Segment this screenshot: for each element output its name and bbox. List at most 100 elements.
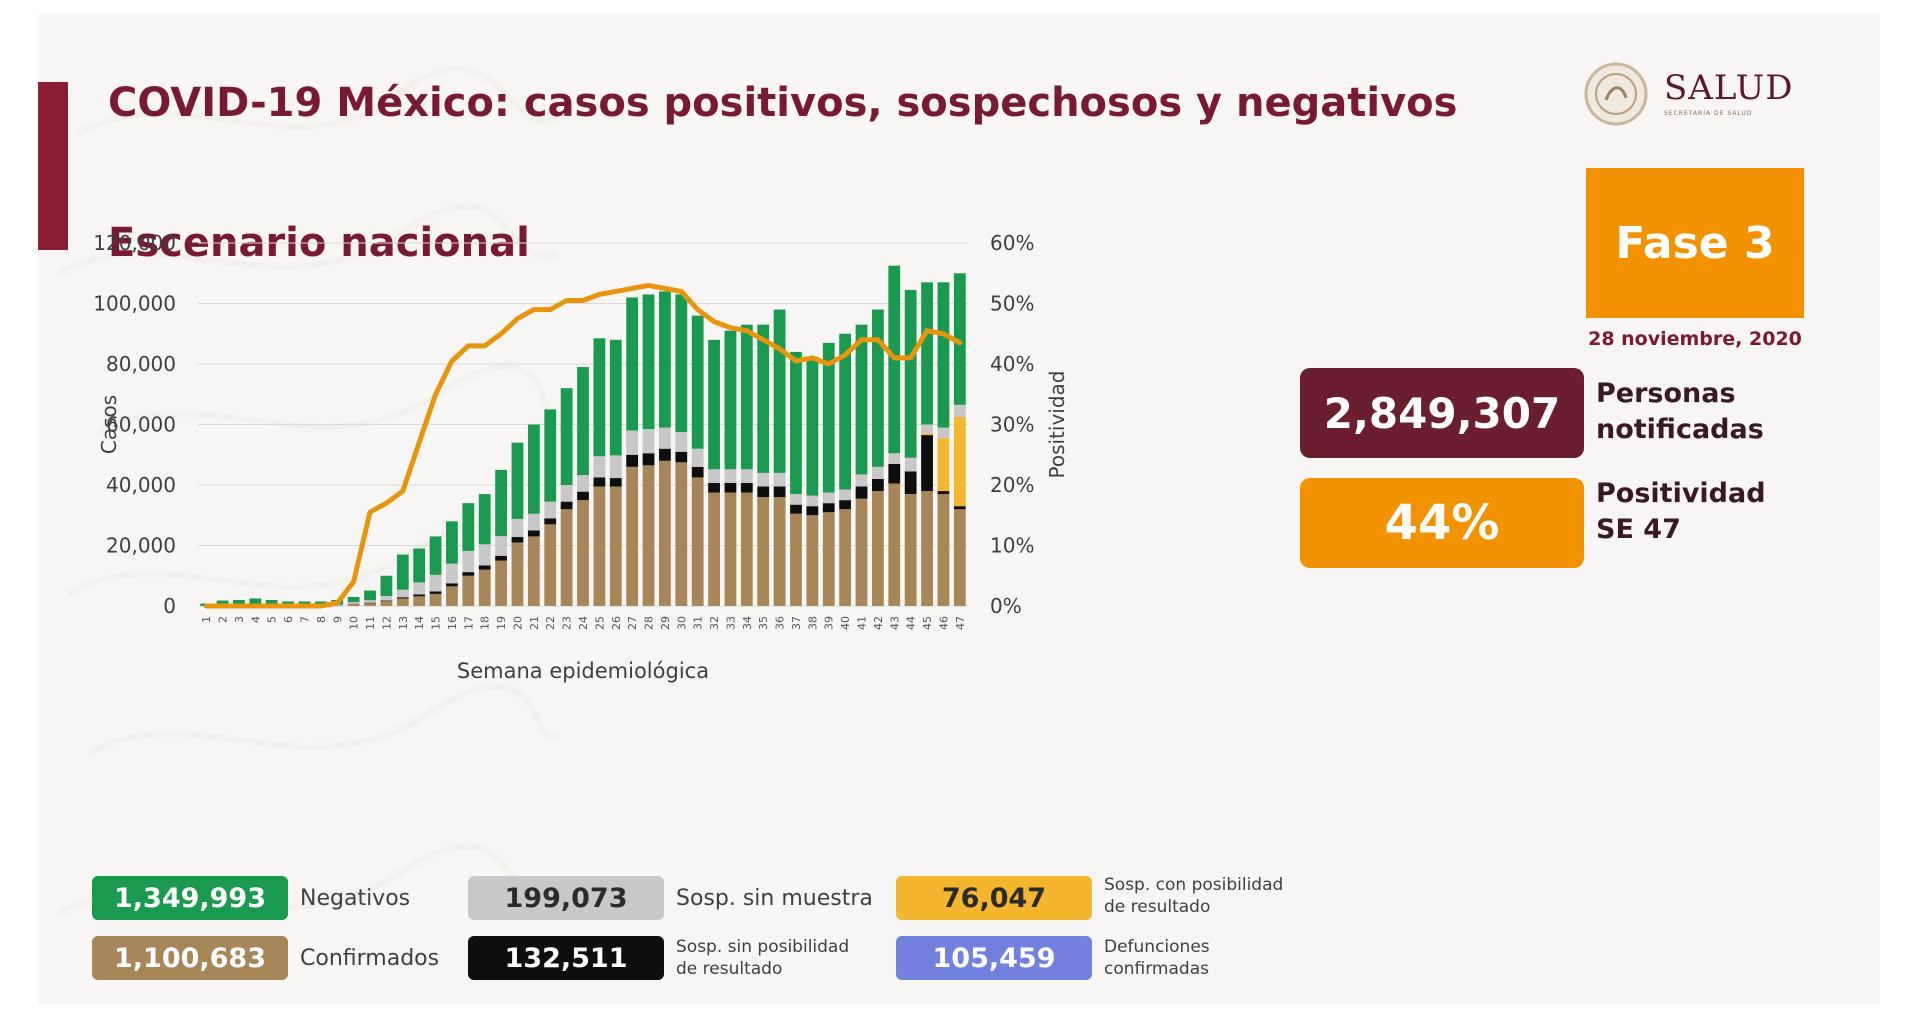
bar-negativos — [396, 554, 409, 590]
x-tick-label: 34 — [741, 616, 754, 630]
bar-negativos — [724, 330, 737, 470]
legend-sosp-con-posibilidad-line-1: Sosp. con posibilidad — [1104, 875, 1284, 895]
bar-sosp-sin-muestra — [593, 456, 606, 478]
bar-confirmados — [380, 601, 393, 606]
bar-sosp-sin-muestra — [544, 501, 557, 519]
x-tick-label: 37 — [790, 616, 803, 630]
x-tick-label: 43 — [888, 616, 901, 630]
bar-sosp-sin-muestra — [921, 424, 933, 434]
bar-confirmados — [626, 466, 639, 606]
bar-sosp-sin-muestra — [871, 466, 884, 479]
bar-sosp-sin-posibilidad-de-resultado — [937, 491, 950, 495]
bar-sosp-sin-muestra — [609, 455, 622, 479]
bar-sosp-sin-posibilidad-de-resultado — [790, 504, 802, 514]
bar-negativos — [462, 503, 475, 551]
bar-confirmados — [609, 486, 622, 606]
bar-negativos — [593, 338, 606, 457]
bar-sosp-con-posibilidad-de-resultado — [921, 433, 933, 436]
bar-sosp-sin-muestra — [757, 472, 770, 487]
bar-sosp-sin-posibilidad-de-resultado — [757, 486, 770, 498]
legend-negativos-label: Negativos — [300, 886, 411, 911]
bar-sosp-sin-muestra — [691, 448, 704, 467]
bar-sosp-sin-muestra — [724, 469, 737, 483]
x-tick-label: 40 — [839, 616, 852, 630]
legend-sosp-sin-posibilidad-line-1: Sosp. sin posibilidad — [676, 937, 850, 957]
legend-sosp-con-posibilidad-label: Sosp. con posibilidad de resultado — [1104, 874, 1283, 918]
bar-sosp-sin-muestra — [675, 432, 688, 452]
bar-negativos — [544, 409, 557, 502]
positivity-label-line-2: SE 47 — [1596, 514, 1681, 545]
bar-sosp-sin-muestra — [396, 589, 409, 598]
bar-confirmados — [446, 586, 458, 606]
bar-negativos — [642, 294, 655, 430]
bar-sosp-sin-posibilidad-de-resultado — [871, 478, 884, 492]
y2-axis-title: Positividad — [1045, 371, 1069, 479]
legend-sosp-sin-posibilidad-label: Sosp. sin posibilidad de resultado — [676, 936, 849, 980]
bar-sosp-sin-muestra — [429, 574, 442, 592]
bar-negativos — [937, 282, 950, 428]
bar-sosp-sin-posibilidad-de-resultado — [544, 518, 557, 525]
bar-sosp-sin-muestra — [953, 404, 966, 417]
bar-sosp-sin-posibilidad-de-resultado — [839, 500, 852, 510]
legend-sosp-sin-posibilidad-value: 132,511 — [468, 936, 664, 980]
bar-confirmados — [495, 560, 507, 606]
legend-sosp-sin-posibilidad-line-2: de resultado — [676, 959, 783, 979]
x-tick-label: 11 — [364, 616, 377, 630]
bar-confirmados — [790, 513, 802, 606]
bar-sosp-sin-muestra — [708, 469, 720, 483]
bar-sosp-sin-posibilidad-de-resultado — [511, 537, 524, 543]
bar-sosp-sin-muestra — [364, 600, 376, 603]
bar-confirmados — [478, 569, 491, 606]
bar-negativos — [478, 494, 491, 545]
bar-sosp-sin-posibilidad-de-resultado — [462, 572, 475, 576]
bar-negativos — [757, 324, 770, 473]
y-tick-label: 40,000 — [106, 473, 176, 497]
y2-tick-label: 0% — [990, 594, 1022, 618]
bar-sosp-sin-muestra — [527, 513, 540, 531]
x-tick-label: 46 — [937, 616, 950, 630]
bar-negativos — [806, 357, 819, 496]
bar-negativos — [347, 596, 360, 603]
bar-confirmados — [937, 494, 950, 606]
x-tick-label: 14 — [413, 616, 426, 630]
bar-confirmados — [511, 542, 524, 606]
legend-defunciones-value: 105,459 — [896, 936, 1092, 980]
x-tick-label: 44 — [905, 616, 918, 630]
legend-defunciones-line-2: confirmadas — [1104, 959, 1209, 979]
bar-sosp-sin-muestra — [740, 469, 753, 483]
bar-sosp-sin-muestra — [380, 596, 393, 601]
bar-sosp-sin-muestra — [413, 582, 426, 595]
bar-sosp-sin-posibilidad-de-resultado — [855, 486, 868, 499]
y-axis-title: Casos — [97, 395, 121, 454]
bar-sosp-con-posibilidad-de-resultado — [953, 416, 966, 507]
report-date: 28 noviembre, 2020 — [1588, 328, 1802, 350]
x-tick-label: 18 — [479, 616, 492, 630]
bar-negativos — [429, 536, 442, 575]
bar-negativos — [871, 309, 884, 467]
bar-sosp-sin-muestra — [839, 489, 852, 501]
bar-sosp-sin-posibilidad-de-resultado — [659, 448, 671, 461]
bar-sosp-sin-posibilidad-de-resultado — [560, 501, 573, 510]
bar-sosp-con-posibilidad-de-resultado — [937, 438, 950, 492]
x-axis-title: Semana epidemiológica — [457, 659, 709, 683]
notified-label-line-2: notificadas — [1596, 414, 1764, 445]
x-tick-label: 42 — [872, 616, 885, 630]
x-tick-label: 2 — [217, 616, 230, 623]
bar-negativos — [249, 598, 262, 606]
bar-sosp-sin-posibilidad-de-resultado — [691, 466, 704, 478]
bar-confirmados — [331, 605, 344, 606]
bar-negativos — [511, 442, 524, 519]
x-tick-label: 47 — [954, 616, 967, 630]
bar-negativos — [691, 315, 704, 449]
x-tick-label: 33 — [724, 616, 737, 630]
bar-negativos — [446, 521, 458, 564]
bar-sosp-sin-posibilidad-de-resultado — [822, 503, 835, 513]
x-tick-label: 25 — [593, 616, 606, 630]
x-tick-label: 26 — [610, 616, 623, 630]
bar-confirmados — [921, 491, 933, 606]
bar-sosp-sin-posibilidad-de-resultado — [478, 565, 491, 570]
bar-confirmados — [855, 498, 868, 606]
y-tick-label: 80,000 — [106, 352, 176, 376]
x-tick-label: 20 — [511, 616, 524, 630]
bar-sosp-sin-muestra — [937, 427, 950, 439]
